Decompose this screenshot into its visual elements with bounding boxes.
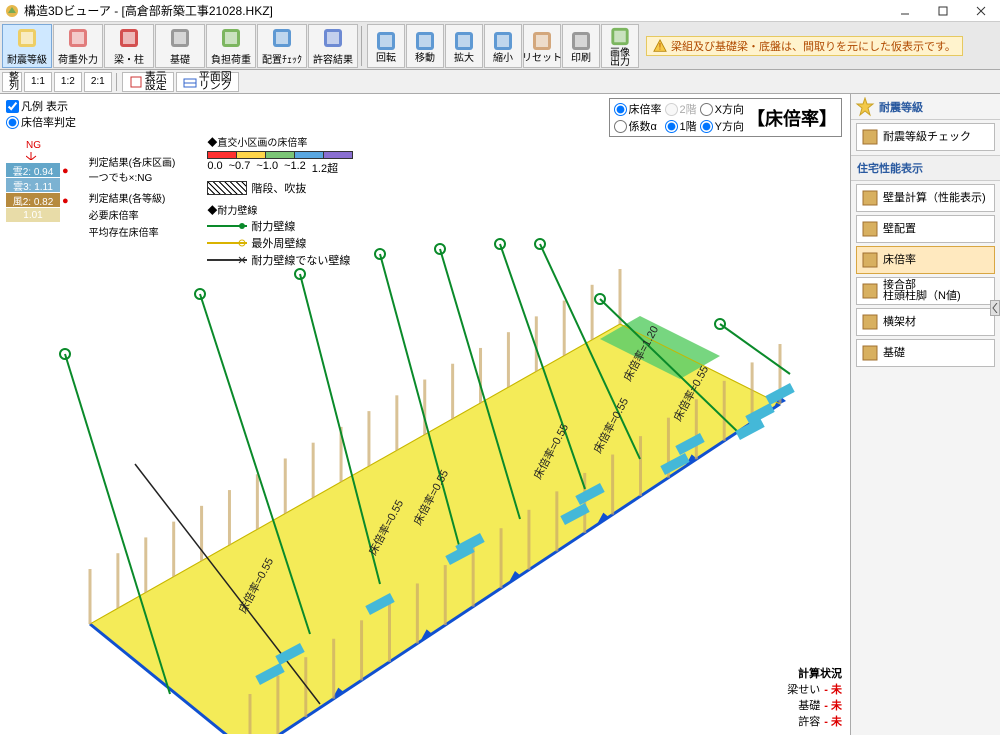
warning-icon: ! [653,39,667,53]
option-係数α[interactable]: 係数α [614,118,662,134]
right-panel-joint-button[interactable]: 接合部 柱頭柱脚（N値) [856,277,995,305]
legend-mode-radio[interactable]: 床倍率判定 [6,114,406,130]
svg-text:床倍率=0.55: 床倍率=0.55 [235,555,276,615]
legend-show-checkbox[interactable]: 凡例 表示 [6,98,406,114]
option-X方向[interactable]: X方向 [700,101,744,117]
3d-viewport[interactable]: 床倍率係数α 2階1階 X方向Y方向 【床倍率】 凡例 表示 床倍率判定 NG … [0,94,850,735]
svg-text:床倍率=0.55: 床倍率=0.55 [670,363,711,423]
display-settings-button[interactable]: 表示 設定 [122,72,174,92]
window-title: 構造3Dビューア - [高倉部新築工事21028.HKZ] [24,2,890,19]
legend-panel: 凡例 表示 床倍率判定 NG 雲2: 0.94●雲3: 1.11風2: 0.82… [6,98,406,268]
ratio-1:2-button[interactable]: 1:2 [54,72,82,92]
toolbar-beam-button[interactable]: 梁・柱 [104,24,154,68]
right-panel-check-button[interactable]: 耐震等級チェック [856,123,995,151]
title-bar: 構造3Dビューア - [高倉部新築工事21028.HKZ] [0,0,1000,22]
secondary-toolbar: 整 列 1:11:22:1 表示 設定 平面図 リンク [0,70,1000,94]
arrange-button[interactable]: 整 列 [2,72,22,92]
toolbar-reset-button[interactable]: リセット [523,24,561,68]
toolbar-zoom-out-button[interactable]: 縮小 [484,24,522,68]
view-options-panel: 床倍率係数α 2階1階 X方向Y方向 【床倍率】 [609,98,842,137]
hatch-swatch [207,181,247,195]
maximize-button[interactable] [928,1,958,21]
toolbar-foundation-button[interactable]: 基礎 [155,24,205,68]
toolbar-place-button[interactable]: 配置ﾁｪｯｸ [257,24,307,68]
right-panel-foundation2-button[interactable]: 基礎 [856,339,995,367]
toolbar-zoom-in-button[interactable]: 拡大 [445,24,483,68]
toolbar-result-button[interactable]: 許容結果 [308,24,358,68]
minimize-button[interactable] [890,1,920,21]
toolbar-rotate-button[interactable]: 回転 [367,24,405,68]
right-panel-header: 耐震等級 [851,94,1000,120]
ratio-1:1-button[interactable]: 1:1 [24,72,52,92]
toolbar-move-button[interactable]: 移動 [406,24,444,68]
app-icon [4,3,20,19]
stars-icon [855,97,875,117]
option-床倍率[interactable]: 床倍率 [614,101,662,117]
warning-strip: ! 梁組及び基礎梁・底盤は、間取りを元にした仮表示です。 [646,36,963,56]
toolbar-print-button[interactable]: 印刷 [562,24,600,68]
option-2階[interactable]: 2階 [665,101,697,117]
main-toolbar: 耐震等級荷重外力梁・柱基礎負担荷重配置ﾁｪｯｸ許容結果 回転移動拡大縮小リセット… [0,22,1000,70]
calc-status: 計算状況 梁せい- 未基礎- 未許容- 未 [787,665,842,729]
mode-title: 【床倍率】 [747,105,837,131]
ng-label: NG [26,140,69,151]
toolbar-image-out-button[interactable]: 画像 出力 [601,24,639,68]
warning-text: 梁組及び基礎梁・底盤は、間取りを元にした仮表示です。 [671,38,956,54]
right-panel-section: 住宅性能表示 [851,155,1000,181]
svg-text:床倍率=0.55: 床倍率=0.55 [365,497,406,557]
toolbar-load-button[interactable]: 荷重外力 [53,24,103,68]
right-panel-floor-button[interactable]: 床倍率 [856,246,995,274]
svg-text:床倍率=0.55: 床倍率=0.55 [530,421,571,481]
right-panel-wall-calc-button[interactable]: 壁量計算（性能表示) [856,184,995,212]
right-panel-beam2-button[interactable]: 横架材 [856,308,995,336]
svg-text:床倍率=0.55: 床倍率=0.55 [590,395,631,455]
ratio-2:1-button[interactable]: 2:1 [84,72,112,92]
plan-link-button[interactable]: 平面図 リンク [176,72,239,92]
close-button[interactable] [966,1,996,21]
toolbar-stars-button[interactable]: 耐震等級 [2,24,52,68]
toolbar-bear-button[interactable]: 負担荷重 [206,24,256,68]
right-panel: 耐震等級 耐震等級チェック住宅性能表示壁量計算（性能表示) 壁配置床倍率接合部 柱… [850,94,1000,735]
svg-text:床倍率=1.20: 床倍率=1.20 [620,323,661,383]
panel-collapse-button[interactable] [990,300,1000,316]
svg-text:床倍率=0.55: 床倍率=0.55 [410,467,451,527]
option-1階[interactable]: 1階 [665,118,697,134]
svg-text:!: ! [659,41,662,52]
option-Y方向[interactable]: Y方向 [700,118,744,134]
right-panel-wall-layout-button[interactable]: 壁配置 [856,215,995,243]
